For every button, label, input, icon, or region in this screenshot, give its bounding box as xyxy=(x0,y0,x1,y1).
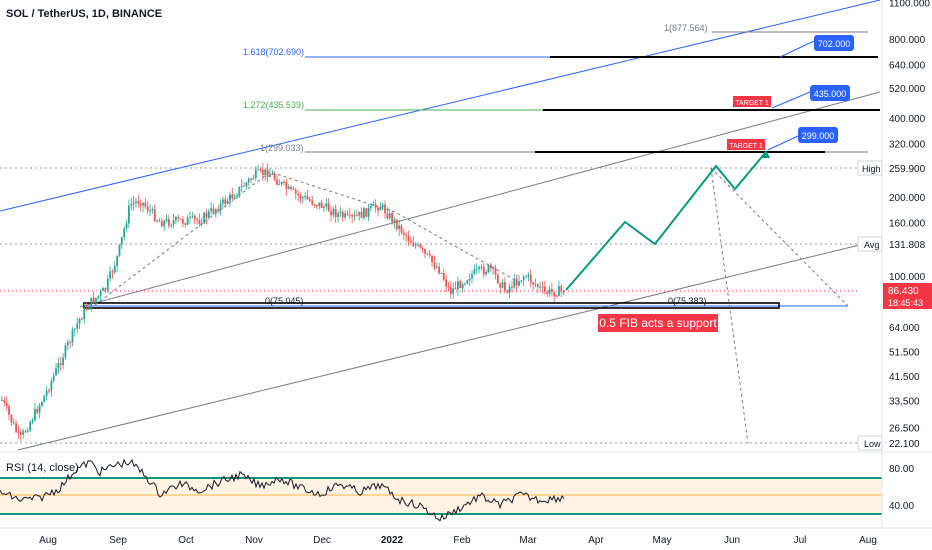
projection-drop-dashed xyxy=(710,167,749,444)
price-tick: 26.500 xyxy=(889,423,920,434)
fib-label-1: 1(299.033) xyxy=(260,143,304,153)
target-tag-435: TARGET 1 xyxy=(733,96,771,107)
time-label: Aug xyxy=(859,535,877,546)
target-value-299: 299.000 xyxy=(802,131,835,141)
time-label: Feb xyxy=(453,535,471,546)
fib-label-877: 1(877.564) xyxy=(664,23,708,33)
support-annotation: 0.5 FIB acts a support xyxy=(598,314,718,332)
svg-text:Low: Low xyxy=(864,439,881,449)
high-tag: High 259.900 xyxy=(857,160,926,176)
price-axis[interactable]: 1100.000 800.000 640.000 520.000 400.000 320.… xyxy=(889,0,930,434)
projection-drop-dashed-2 xyxy=(710,167,849,307)
price-tick: 800.000 xyxy=(889,35,926,46)
svg-text:259.900: 259.900 xyxy=(889,164,926,175)
fib-label-1618: 1.618(702.690) xyxy=(243,47,304,57)
fib-label-0-right: 0(75.383) xyxy=(668,296,707,306)
svg-text:22.100: 22.100 xyxy=(889,439,920,450)
fib-label-1272: 1.272(435.539) xyxy=(243,100,304,110)
svg-text:0.5 FIB acts a support: 0.5 FIB acts a support xyxy=(599,316,717,330)
fib-helper-dashed xyxy=(94,171,516,306)
time-label: Nov xyxy=(245,535,263,546)
price-tick: 64.000 xyxy=(889,323,920,334)
time-label: May xyxy=(653,535,672,546)
price-tick: 33.500 xyxy=(889,397,920,408)
svg-text:86.430: 86.430 xyxy=(888,286,919,297)
low-tag: Low 22.100 xyxy=(857,435,920,451)
price-tick: 100.000 xyxy=(889,272,926,283)
projection-arrowhead xyxy=(760,150,770,158)
rsi-title: RSI (14, close) xyxy=(6,462,79,474)
svg-text:TARGET 1: TARGET 1 xyxy=(735,100,769,107)
target-value-702: 702.000 xyxy=(818,39,851,49)
price-tick: 320.000 xyxy=(889,139,926,150)
svg-text:131.808: 131.808 xyxy=(889,240,926,251)
svg-text:TARGET 1: TARGET 1 xyxy=(729,143,763,150)
price-tick: 400.000 xyxy=(889,114,926,125)
rsi-tick-40: 40.00 xyxy=(889,501,914,512)
target-box-435[interactable]: 435.000 xyxy=(771,85,850,109)
target-tag-299: TARGET 1 xyxy=(727,139,765,150)
target-value-435: 435.000 xyxy=(814,89,847,99)
price-tick: 160.000 xyxy=(889,218,926,229)
svg-text:High: High xyxy=(862,164,881,174)
price-tick: 1100.000 xyxy=(889,0,930,10)
time-label: Dec xyxy=(313,535,331,546)
time-label: Jul xyxy=(794,535,807,546)
last-price-tag: 86.430 18:45:43 xyxy=(883,283,932,309)
time-label: Apr xyxy=(588,535,604,546)
avg-tag: Avg 131.808 xyxy=(857,236,926,252)
time-label: Oct xyxy=(178,535,194,546)
target-box-299[interactable]: 299.000 xyxy=(767,127,838,151)
projection-path xyxy=(565,151,767,291)
price-tick: 41.500 xyxy=(889,372,920,383)
price-tick: 640.000 xyxy=(889,60,926,71)
fib-label-0-left: 0(75.045) xyxy=(265,296,304,306)
rsi-tick-80: 80.00 xyxy=(889,464,914,475)
time-label: Aug xyxy=(39,535,57,546)
target-box-702[interactable]: 702.000 xyxy=(779,35,854,58)
channel-lower-gray xyxy=(17,239,881,451)
time-axis[interactable]: Aug Sep Oct Nov Dec 2022 Feb Mar Apr May Jun Jul Aug xyxy=(39,535,877,546)
price-tick: 200.000 xyxy=(889,193,926,204)
time-label: 2022 xyxy=(381,535,404,546)
price-tick: 51.500 xyxy=(889,348,920,359)
time-label: Jun xyxy=(724,535,740,546)
chart-title: SOL / TetherUS, 1D, BINANCE xyxy=(6,8,163,20)
time-label: Sep xyxy=(109,535,127,546)
time-label: Mar xyxy=(519,535,537,546)
channel-upper-blue xyxy=(0,0,881,212)
rsi-band xyxy=(0,478,882,514)
price-tick: 520.000 xyxy=(889,84,926,95)
channel-middle-gray xyxy=(79,91,881,308)
svg-text:18:45:43: 18:45:43 xyxy=(888,298,923,308)
candlesticks xyxy=(1,162,565,442)
svg-text:Avg: Avg xyxy=(864,240,879,250)
rsi-line xyxy=(0,458,565,522)
